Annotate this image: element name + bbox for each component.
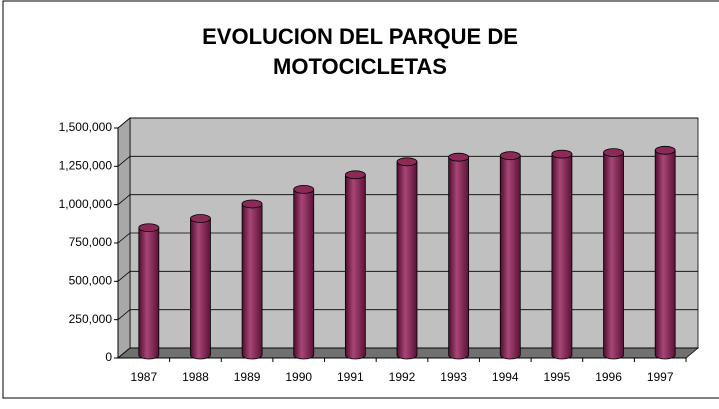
bar — [448, 152, 470, 360]
bar — [344, 170, 366, 360]
y-tick-label: 1,500,000 — [59, 120, 113, 134]
x-tick-label: 1990 — [285, 370, 312, 384]
x-tick-label: 1995 — [544, 370, 571, 384]
bar — [138, 223, 160, 360]
grid-line — [117, 347, 131, 359]
bar — [551, 149, 573, 360]
chart-title: EVOLUCION DEL PARQUE DE MOTOCICLETAS — [202, 24, 518, 79]
grid-line — [117, 117, 131, 129]
grid-line — [117, 156, 131, 167]
y-tick-label: 1,250,000 — [59, 159, 113, 173]
y-tick-label: 250,000 — [69, 312, 113, 326]
bar — [499, 151, 521, 360]
y-tick-label: 500,000 — [69, 274, 113, 288]
x-tick-label: 1988 — [182, 370, 209, 384]
x-tick-label: 1991 — [337, 370, 364, 384]
y-tick-label: 0 — [105, 350, 112, 364]
x-tick-label: 1992 — [389, 370, 416, 384]
y-tick-label: 750,000 — [69, 235, 113, 249]
x-tick-label: 1996 — [595, 370, 622, 384]
grid-line — [117, 309, 131, 320]
x-tick-label: 1993 — [440, 370, 467, 384]
x-tick-label: 1989 — [234, 370, 261, 384]
bar — [396, 157, 418, 360]
grid-line — [117, 232, 131, 244]
bar — [190, 214, 211, 360]
x-tick-label: 1997 — [647, 370, 674, 384]
frame — [2, 0, 719, 399]
grid-line — [117, 194, 131, 205]
grid-line — [117, 271, 131, 282]
x-tick-label: 1987 — [130, 370, 157, 384]
y-tick-label: 1,000,000 — [59, 197, 113, 211]
x-tick-label: 1994 — [492, 370, 519, 384]
bar — [603, 148, 624, 360]
bar — [654, 145, 676, 360]
bar — [241, 199, 263, 360]
bar — [293, 184, 315, 360]
